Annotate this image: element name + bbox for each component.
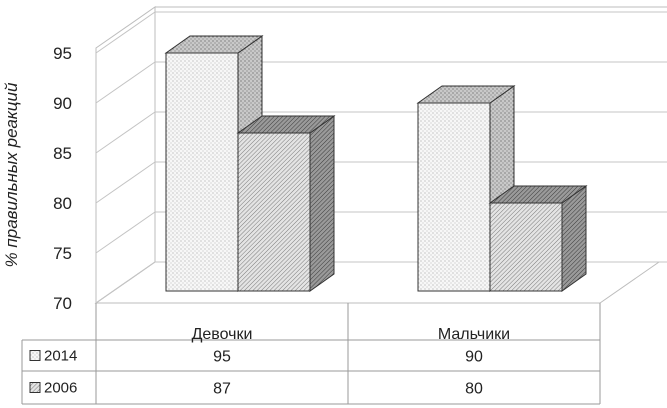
bar-side	[561, 185, 587, 292]
data-label: 87	[213, 381, 231, 398]
y-axis-ticks: 70 75 80 85 90 95	[53, 44, 72, 313]
bar-front	[489, 202, 563, 292]
x-category-label: Девочки	[192, 326, 253, 343]
legend-swatch	[29, 350, 41, 361]
gridline	[95, 61, 667, 104]
bar-side	[309, 115, 335, 292]
bar	[488, 185, 588, 292]
gridline	[95, 11, 667, 54]
bar	[416, 85, 516, 292]
bar-front	[237, 132, 311, 292]
legend-label: 2014	[44, 348, 77, 365]
bars	[164, 35, 588, 292]
data-label: 95	[213, 349, 231, 366]
bar-front	[417, 102, 491, 292]
bar	[236, 115, 336, 292]
data-table: Девочки Мальчики 2014 95 90 2006 87 80	[21, 303, 601, 405]
y-tick-label: 80	[53, 194, 72, 213]
x-category-label: Мальчики	[438, 326, 510, 343]
y-axis-label: % правильных реакций	[2, 82, 21, 267]
y-tick-label: 95	[53, 44, 72, 63]
side-wall	[95, 6, 156, 304]
data-label: 80	[465, 381, 483, 398]
legend-label: 2006	[44, 380, 77, 397]
data-label: 90	[465, 349, 483, 366]
y-tick-label: 70	[53, 294, 72, 313]
gridlines	[95, 11, 667, 304]
y-tick-label: 90	[53, 94, 72, 113]
y-tick-label: 75	[53, 244, 72, 263]
y-tick-label: 85	[53, 144, 72, 163]
legend-swatch	[29, 382, 41, 393]
bar-front	[165, 52, 239, 292]
